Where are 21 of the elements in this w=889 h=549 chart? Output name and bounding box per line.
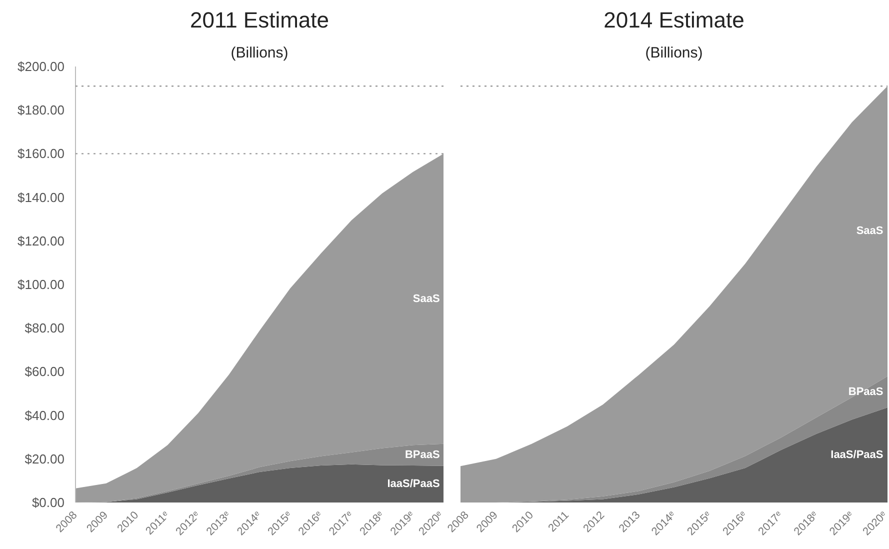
y-tick-label: $80.00 (24, 320, 65, 336)
y-tick-label: $20.00 (24, 451, 65, 466)
series-label: SaaS (856, 225, 884, 238)
y-tick-label: $180.00 (18, 102, 65, 118)
y-tick-label: $100.00 (18, 277, 65, 292)
series-label: BPaaS (848, 386, 884, 398)
series-label: BPaaS (404, 448, 440, 461)
y-tick-label: $60.00 (24, 364, 65, 380)
y-tick-label: $0.00 (32, 495, 65, 510)
y-tick-label: $40.00 (24, 408, 65, 423)
series-label: IaaS/PaaS (387, 478, 440, 490)
y-tick-label: $200.00 (18, 59, 65, 74)
series-label: IaaS/PaaS (830, 448, 884, 461)
chart-title: 2011 Estimate (190, 8, 330, 32)
chart-title: 2014 Estimate (604, 8, 744, 32)
y-tick-label: $160.00 (18, 146, 65, 162)
series-label: SaaS (412, 292, 440, 305)
chart-subtitle: (Billions) (230, 44, 288, 62)
y-tick-label: $140.00 (18, 190, 65, 205)
y-tick-label: $120.00 (18, 233, 65, 248)
chart-subtitle: (Billions) (645, 44, 703, 62)
